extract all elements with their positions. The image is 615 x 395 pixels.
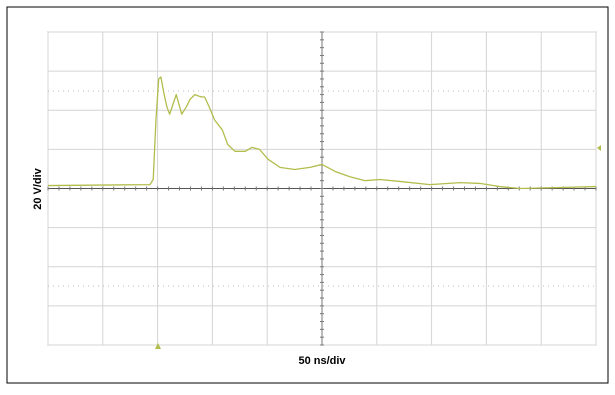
plot-area [47, 31, 597, 346]
frame [6, 6, 609, 384]
level-marker [597, 145, 601, 151]
x-axis-label: 50 ns/div [298, 355, 346, 367]
trigger-marker [155, 343, 161, 349]
y-axis-label: 20 V/div [32, 167, 44, 209]
waveform [47, 76, 597, 190]
